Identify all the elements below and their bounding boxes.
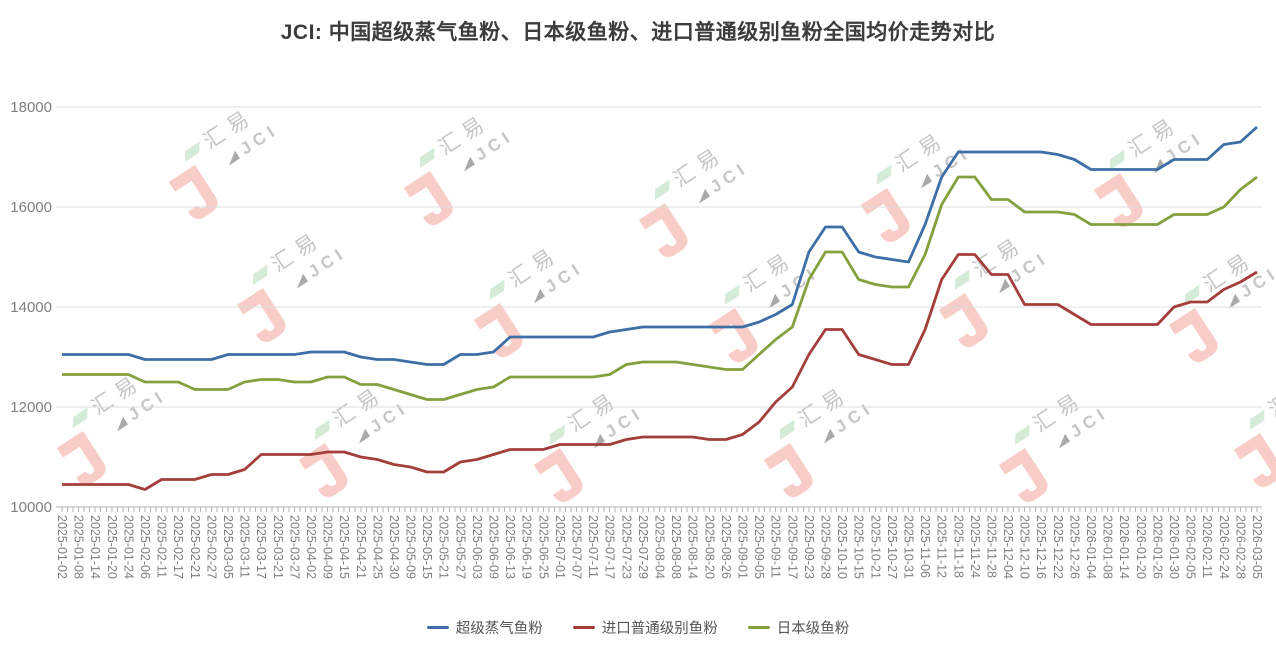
x-axis-label: 2025-12-16 bbox=[1034, 515, 1048, 579]
x-axis-label: 2025-10-31 bbox=[901, 515, 915, 579]
x-axis-label: 2025-01-14 bbox=[88, 515, 102, 579]
x-axis-label: 2025-06-19 bbox=[520, 515, 534, 579]
x-axis-label: 2025-12-22 bbox=[1051, 515, 1065, 579]
x-axis-label: 2026-01-30 bbox=[1167, 515, 1181, 579]
x-axis-label: 2025-05-27 bbox=[453, 515, 467, 579]
x-axis-label: 2025-07-23 bbox=[619, 515, 633, 579]
x-axis-label: 2026-02-24 bbox=[1217, 515, 1231, 579]
legend-swatch-icon bbox=[426, 625, 449, 630]
x-axis-label: 2025-08-08 bbox=[669, 515, 683, 579]
x-axis-label: 2025-06-13 bbox=[503, 515, 517, 579]
x-axis-label: 2026-01-04 bbox=[1084, 515, 1098, 579]
x-axis-label: 2025-10-15 bbox=[852, 515, 866, 579]
y-axis-label: 10000 bbox=[10, 499, 52, 516]
x-axis-label: 2025-12-10 bbox=[1018, 515, 1032, 579]
x-axis-label: 2025-11-24 bbox=[968, 515, 982, 578]
series-line-1 bbox=[62, 253, 1258, 491]
chart-legend: 超级蒸气鱼粉 进口普通级别鱼粉 日本级鱼粉 bbox=[0, 617, 1276, 638]
x-axis-label: 2025-05-21 bbox=[437, 515, 451, 579]
x-axis-label: 2025-02-27 bbox=[204, 515, 218, 579]
x-axis-label: 2026-03-05 bbox=[1250, 515, 1264, 579]
x-axis-label: 2025-05-15 bbox=[420, 515, 434, 579]
x-axis-label: 2025-09-23 bbox=[802, 515, 816, 579]
x-axis-label: 2025-07-07 bbox=[570, 515, 584, 579]
x-axis-label: 2025-03-11 bbox=[238, 515, 252, 578]
x-axis-label: 2025-07-29 bbox=[636, 515, 650, 579]
x-axis-label: 2025-09-05 bbox=[752, 515, 766, 579]
x-axis-label: 2026-02-11 bbox=[1200, 515, 1214, 578]
legend-swatch-icon bbox=[572, 625, 595, 630]
legend-item-0: 超级蒸气鱼粉 bbox=[426, 617, 543, 638]
y-axis-label: 16000 bbox=[10, 199, 52, 216]
x-axis-label: 2025-08-14 bbox=[686, 515, 700, 579]
x-axis-label: 2025-02-11 bbox=[155, 515, 169, 578]
chart-title: JCI: 中国超级蒸气鱼粉、日本级鱼粉、进口普通级别鱼粉全国均价走势对比 bbox=[280, 21, 996, 44]
x-axis-label: 2025-06-09 bbox=[487, 515, 501, 579]
x-axis-label: 2025-08-26 bbox=[719, 515, 733, 579]
x-axis-label: 2026-01-26 bbox=[1150, 515, 1164, 579]
x-axis-label: 2025-09-17 bbox=[785, 515, 799, 579]
x-axis-label: 2025-11-18 bbox=[951, 515, 965, 578]
y-axis-label: 14000 bbox=[10, 299, 52, 316]
x-axis-label: 2025-08-04 bbox=[653, 515, 667, 579]
x-axis-label: 2025-04-25 bbox=[370, 515, 384, 579]
x-axis-label: 2025-01-02 bbox=[55, 515, 69, 579]
legend-swatch-icon bbox=[747, 625, 770, 630]
x-axis-label: 2025-09-01 bbox=[735, 515, 749, 579]
series-line-2 bbox=[62, 175, 1258, 401]
x-axis-label: 2026-02-28 bbox=[1233, 515, 1247, 579]
x-axis-label: 2025-03-17 bbox=[254, 515, 268, 579]
legend-item-1: 进口普通级别鱼粉 bbox=[572, 617, 718, 638]
x-axis-label: 2025-05-09 bbox=[404, 515, 418, 579]
x-axis-label: 2025-06-03 bbox=[470, 515, 484, 579]
x-axis-label: 2026-02-05 bbox=[1184, 515, 1198, 579]
legend-label: 进口普通级别鱼粉 bbox=[601, 621, 718, 637]
x-axis-label: 2025-11-06 bbox=[918, 515, 932, 578]
x-axis-label: 2025-10-10 bbox=[835, 515, 849, 579]
legend-label: 日本级鱼粉 bbox=[776, 621, 850, 637]
series-line-0 bbox=[62, 125, 1258, 366]
x-axis-label: 2025-04-02 bbox=[304, 515, 318, 579]
x-axis-label: 2025-01-20 bbox=[105, 515, 119, 579]
x-axis-label: 2025-02-21 bbox=[188, 515, 202, 579]
x-axis-label: 2025-01-08 bbox=[72, 515, 86, 579]
x-axis-label: 2025-12-26 bbox=[1067, 515, 1081, 579]
x-axis-label: 2025-10-27 bbox=[885, 515, 899, 579]
x-axis-label: 2025-02-06 bbox=[138, 515, 152, 579]
x-axis-label: 2025-03-05 bbox=[221, 515, 235, 579]
x-axis-label: 2026-01-20 bbox=[1134, 515, 1148, 579]
x-axis-label: 2026-01-14 bbox=[1117, 515, 1131, 579]
legend-item-2: 日本级鱼粉 bbox=[747, 617, 850, 638]
x-axis-label: 2025-07-01 bbox=[553, 515, 567, 579]
x-axis-label: 2025-04-21 bbox=[354, 515, 368, 579]
x-axis-label: 2025-09-11 bbox=[769, 515, 783, 578]
x-axis-label: 2025-03-21 bbox=[271, 515, 285, 579]
x-axis-label: 2025-04-09 bbox=[321, 515, 335, 579]
x-axis-label: 2025-02-17 bbox=[171, 515, 185, 579]
x-axis-label: 2025-09-28 bbox=[818, 515, 832, 579]
x-axis-label: 2025-11-28 bbox=[984, 515, 998, 578]
y-axis-label: 12000 bbox=[10, 399, 52, 416]
x-axis-label: 2025-08-20 bbox=[702, 515, 716, 579]
legend-label: 超级蒸气鱼粉 bbox=[455, 621, 543, 637]
x-axis-label: 2025-07-11 bbox=[586, 515, 600, 578]
x-axis-label: 2025-12-04 bbox=[1001, 515, 1015, 579]
x-axis-label: 2025-01-24 bbox=[121, 515, 135, 579]
x-axis-label: 2025-07-17 bbox=[603, 515, 617, 579]
x-axis-label: 2025-06-25 bbox=[536, 515, 550, 579]
x-axis-label: 2025-04-15 bbox=[337, 515, 351, 579]
y-axis-label: 18000 bbox=[10, 99, 52, 116]
x-axis-label: 2025-03-27 bbox=[287, 515, 301, 579]
x-axis-label: 2025-04-30 bbox=[387, 515, 401, 579]
x-axis-label: 2026-01-08 bbox=[1101, 515, 1115, 579]
x-axis-label: 2025-11-12 bbox=[935, 515, 949, 578]
x-axis-label: 2025-10-21 bbox=[868, 515, 882, 579]
